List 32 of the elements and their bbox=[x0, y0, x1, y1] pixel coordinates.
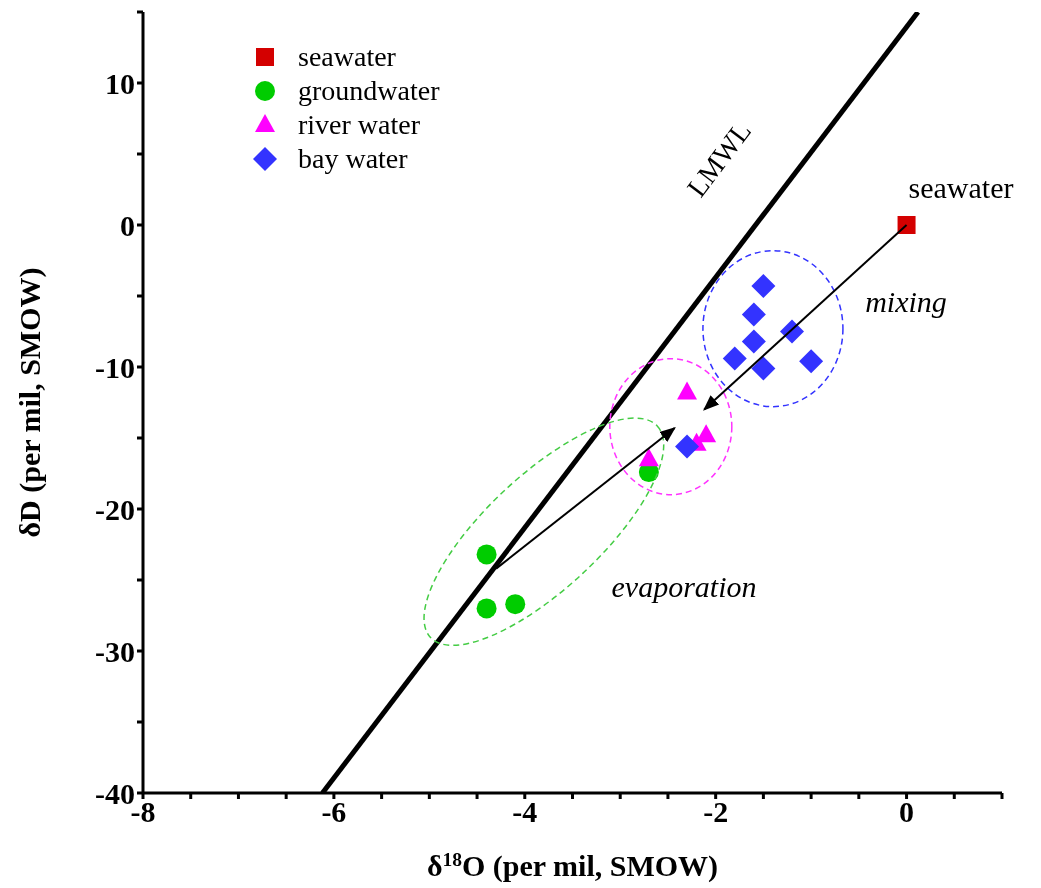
point bbox=[751, 356, 776, 381]
legend-label: seawater bbox=[298, 40, 396, 74]
y-tick-label: -20 bbox=[95, 492, 135, 526]
point bbox=[751, 274, 776, 299]
annotation: evaporation bbox=[611, 569, 757, 603]
point bbox=[677, 381, 698, 400]
x-tick-label: -6 bbox=[321, 795, 347, 829]
y-tick-label: -10 bbox=[95, 350, 135, 384]
point bbox=[505, 594, 526, 615]
annotation: seawater bbox=[908, 170, 1014, 204]
point bbox=[897, 216, 916, 234]
point bbox=[476, 598, 497, 619]
point bbox=[675, 434, 700, 459]
point bbox=[722, 346, 747, 371]
x-tick-label: -2 bbox=[703, 795, 729, 829]
y-tick-label: 0 bbox=[120, 208, 135, 242]
x-axis-title: δ$^{18}$O (per mil, SMOW) bbox=[426, 848, 719, 883]
point bbox=[638, 448, 659, 467]
point bbox=[741, 329, 766, 354]
legend-label: bay water bbox=[298, 142, 408, 176]
annotation: mixing bbox=[865, 284, 947, 318]
x-tick-label: 0 bbox=[899, 795, 915, 829]
y-tick-label: 10 bbox=[105, 66, 135, 100]
x-tick-label: -4 bbox=[512, 795, 538, 829]
point bbox=[696, 424, 717, 443]
point bbox=[741, 302, 766, 327]
point bbox=[476, 544, 497, 565]
y-axis-title: δD (per mil, SMOW) bbox=[13, 267, 47, 538]
point bbox=[799, 349, 824, 374]
legend-label: river water bbox=[298, 108, 421, 142]
y-tick-label: -30 bbox=[95, 634, 135, 668]
legend-label: groundwater bbox=[298, 74, 440, 108]
